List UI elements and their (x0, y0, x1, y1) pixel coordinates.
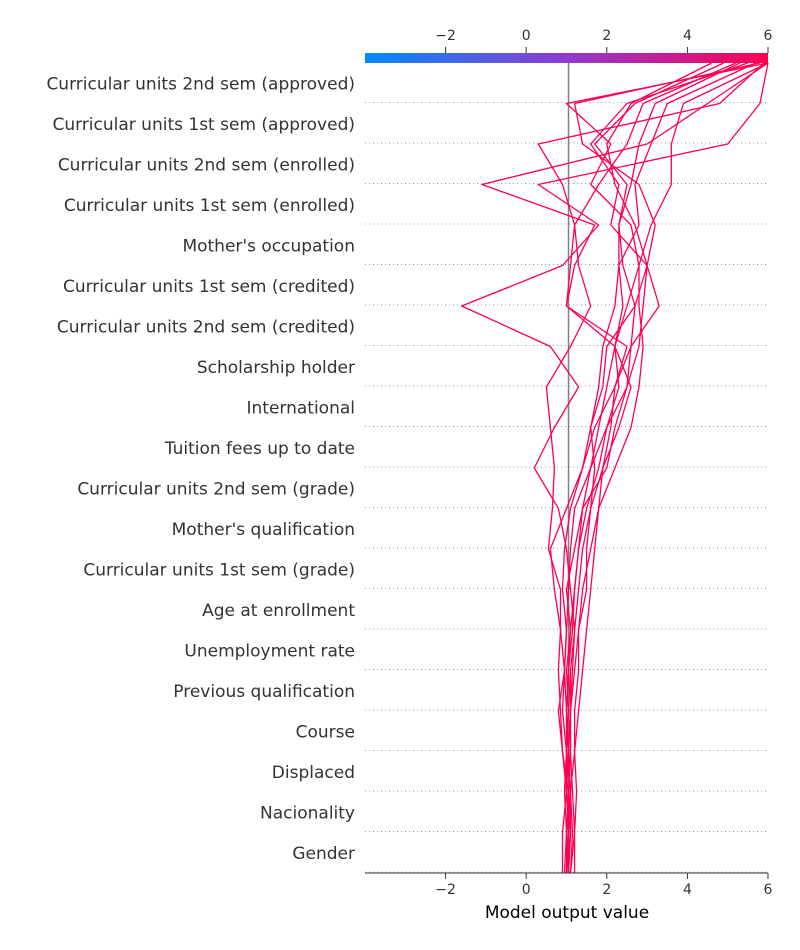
feature-label: Curricular units 2nd sem (credited) (57, 317, 355, 337)
feature-label: Gender (292, 844, 355, 864)
bottom-tick-label: 0 (522, 882, 531, 898)
feature-label: Mother's occupation (182, 236, 355, 256)
feature-label: Scholarship holder (197, 358, 355, 378)
decision-line (561, 62, 749, 874)
feature-label: Curricular units 1st sem (grade) (83, 560, 355, 580)
feature-label: International (247, 398, 356, 418)
feature-label: Unemployment rate (184, 641, 355, 661)
top-tick-label: 4 (683, 28, 692, 44)
feature-label: Curricular units 2nd sem (enrolled) (58, 155, 355, 175)
top-tick-label: −2 (435, 28, 456, 44)
feature-labels: Curricular units 2nd sem (approved) Curri… (46, 74, 355, 864)
feature-label: Curricular units 2nd sem (approved) (46, 74, 355, 94)
bottom-tick-label: 4 (683, 882, 692, 898)
colorbar (365, 53, 768, 63)
feature-label: Curricular units 2nd sem (grade) (77, 479, 355, 499)
grid-layer (365, 63, 768, 873)
decision-line (481, 62, 769, 873)
feature-label: Displaced (272, 763, 355, 783)
feature-label: Tuition fees up to date (164, 439, 355, 459)
decision-line (563, 62, 712, 873)
feature-label: Curricular units 1st sem (approved) (52, 115, 355, 135)
decision-line (565, 62, 769, 874)
top-tick-label: 0 (522, 28, 531, 44)
top-tick-label: 6 (764, 28, 773, 44)
feature-label: Course (296, 722, 355, 742)
feature-label: Curricular units 1st sem (enrolled) (64, 196, 355, 216)
decision-line (549, 62, 741, 874)
feature-label: Previous qualification (173, 682, 355, 702)
bottom-tick-label: 2 (602, 882, 611, 898)
feature-label: Age at enrollment (202, 601, 355, 621)
top-tick-label: 2 (602, 28, 611, 44)
x-axis-title: Model output value (485, 903, 649, 923)
feature-label: Nacionality (260, 803, 355, 823)
feature-label: Mother's qualification (172, 520, 355, 540)
decision-line (557, 62, 761, 873)
bottom-tick-label: −2 (435, 882, 456, 898)
axis-layer: −2 0 2 4 6 −2 0 2 4 6 (365, 28, 773, 898)
series-layer (461, 62, 769, 874)
decision-line (565, 62, 757, 874)
decision-line (565, 62, 737, 874)
bottom-tick-label: 6 (764, 882, 773, 898)
decision-line (537, 62, 765, 874)
feature-label: Curricular units 1st sem (credited) (63, 277, 355, 297)
